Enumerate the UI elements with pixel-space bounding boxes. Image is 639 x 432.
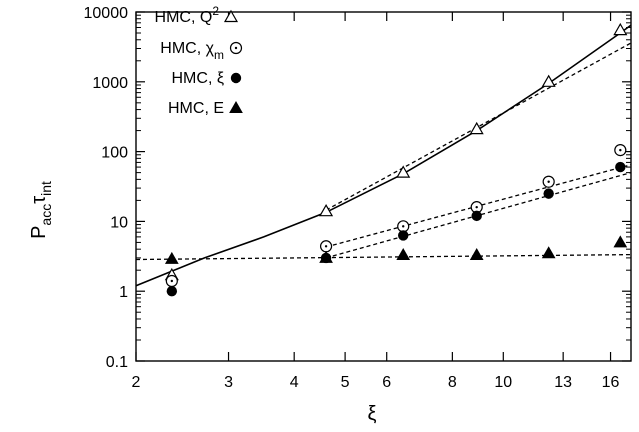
open-triangle-marker bbox=[223, 9, 239, 23]
y-tick-label: 1000 bbox=[92, 75, 128, 92]
open-triangle-marker bbox=[319, 203, 334, 217]
dotted-circle-marker-dot bbox=[475, 205, 478, 209]
x-tick-label: 13 bbox=[554, 374, 572, 391]
x-axis-title: ξ bbox=[368, 403, 377, 425]
dotted-circle-marker-dot bbox=[234, 46, 238, 50]
fit-curves bbox=[135, 24, 632, 287]
y-tick-label: 1 bbox=[119, 284, 128, 301]
open-triangle-marker bbox=[541, 74, 556, 87]
dotted-circle-marker-dot bbox=[619, 148, 622, 152]
legend-label: HMC, ξ bbox=[172, 70, 225, 87]
filled-triangle-marker bbox=[396, 248, 411, 261]
fit-line-dashed bbox=[135, 253, 632, 261]
y-tick-label: 0.1 bbox=[106, 354, 128, 371]
axis-ticks: 2 3 4 5 6 8 10 13 16 0.1 1 10 100 1000 10000 bbox=[84, 5, 631, 391]
filled-triangle-marker bbox=[229, 100, 243, 113]
dotted-circle-marker-dot bbox=[324, 245, 328, 248]
filled-triangle-marker bbox=[613, 235, 628, 248]
fit-curve-solid bbox=[135, 24, 632, 287]
x-tick-label: 5 bbox=[341, 374, 350, 391]
x-tick-label: 16 bbox=[602, 374, 620, 391]
legend: HMC, Q2 HMC, χm HMC, ξ HMC, E bbox=[155, 4, 243, 117]
y-tick-label: 100 bbox=[101, 145, 128, 162]
plot-border bbox=[135, 11, 632, 362]
x-tick-label: 6 bbox=[382, 374, 391, 391]
filled-triangle-marker bbox=[164, 251, 179, 264]
legend-label: HMC, E bbox=[168, 100, 224, 117]
filled-circle-marker bbox=[543, 188, 554, 199]
legend-label: HMC, χm bbox=[160, 40, 224, 62]
y-tick-label: 10 bbox=[110, 214, 128, 231]
filled-circle-marker bbox=[230, 72, 242, 84]
y-tick-label: 10000 bbox=[84, 5, 129, 22]
filled-triangle-marker bbox=[541, 246, 556, 259]
legend-label: HMC, Q2 bbox=[155, 4, 220, 26]
x-tick-label: 8 bbox=[448, 374, 457, 391]
filled-circle-marker bbox=[398, 230, 409, 241]
filled-triangle-marker bbox=[319, 250, 333, 263]
dotted-circle-marker-dot bbox=[170, 279, 174, 283]
x-tick-label: 10 bbox=[494, 374, 512, 391]
filled-circle-marker bbox=[166, 286, 178, 297]
x-tick-label: 3 bbox=[224, 374, 233, 391]
fit-line-dashed bbox=[325, 171, 632, 259]
svg-text:Paccτint: Paccτint bbox=[28, 181, 54, 239]
data-markers bbox=[164, 22, 628, 297]
dotted-circle-marker-dot bbox=[547, 180, 550, 183]
filled-circle-marker bbox=[615, 161, 626, 173]
filled-circle-marker bbox=[471, 210, 482, 222]
filled-triangle-marker bbox=[469, 248, 484, 261]
plot-frame bbox=[135, 11, 632, 362]
x-tick-label: 4 bbox=[290, 374, 299, 391]
y-axis-title: Paccτint bbox=[28, 181, 54, 239]
open-triangle-marker bbox=[469, 121, 484, 135]
dotted-circle-marker-dot bbox=[402, 225, 405, 228]
open-triangle-marker bbox=[613, 22, 628, 36]
fit-line-dashed bbox=[325, 42, 632, 211]
x-tick-label: 2 bbox=[132, 374, 141, 391]
open-triangle-marker bbox=[396, 165, 411, 178]
